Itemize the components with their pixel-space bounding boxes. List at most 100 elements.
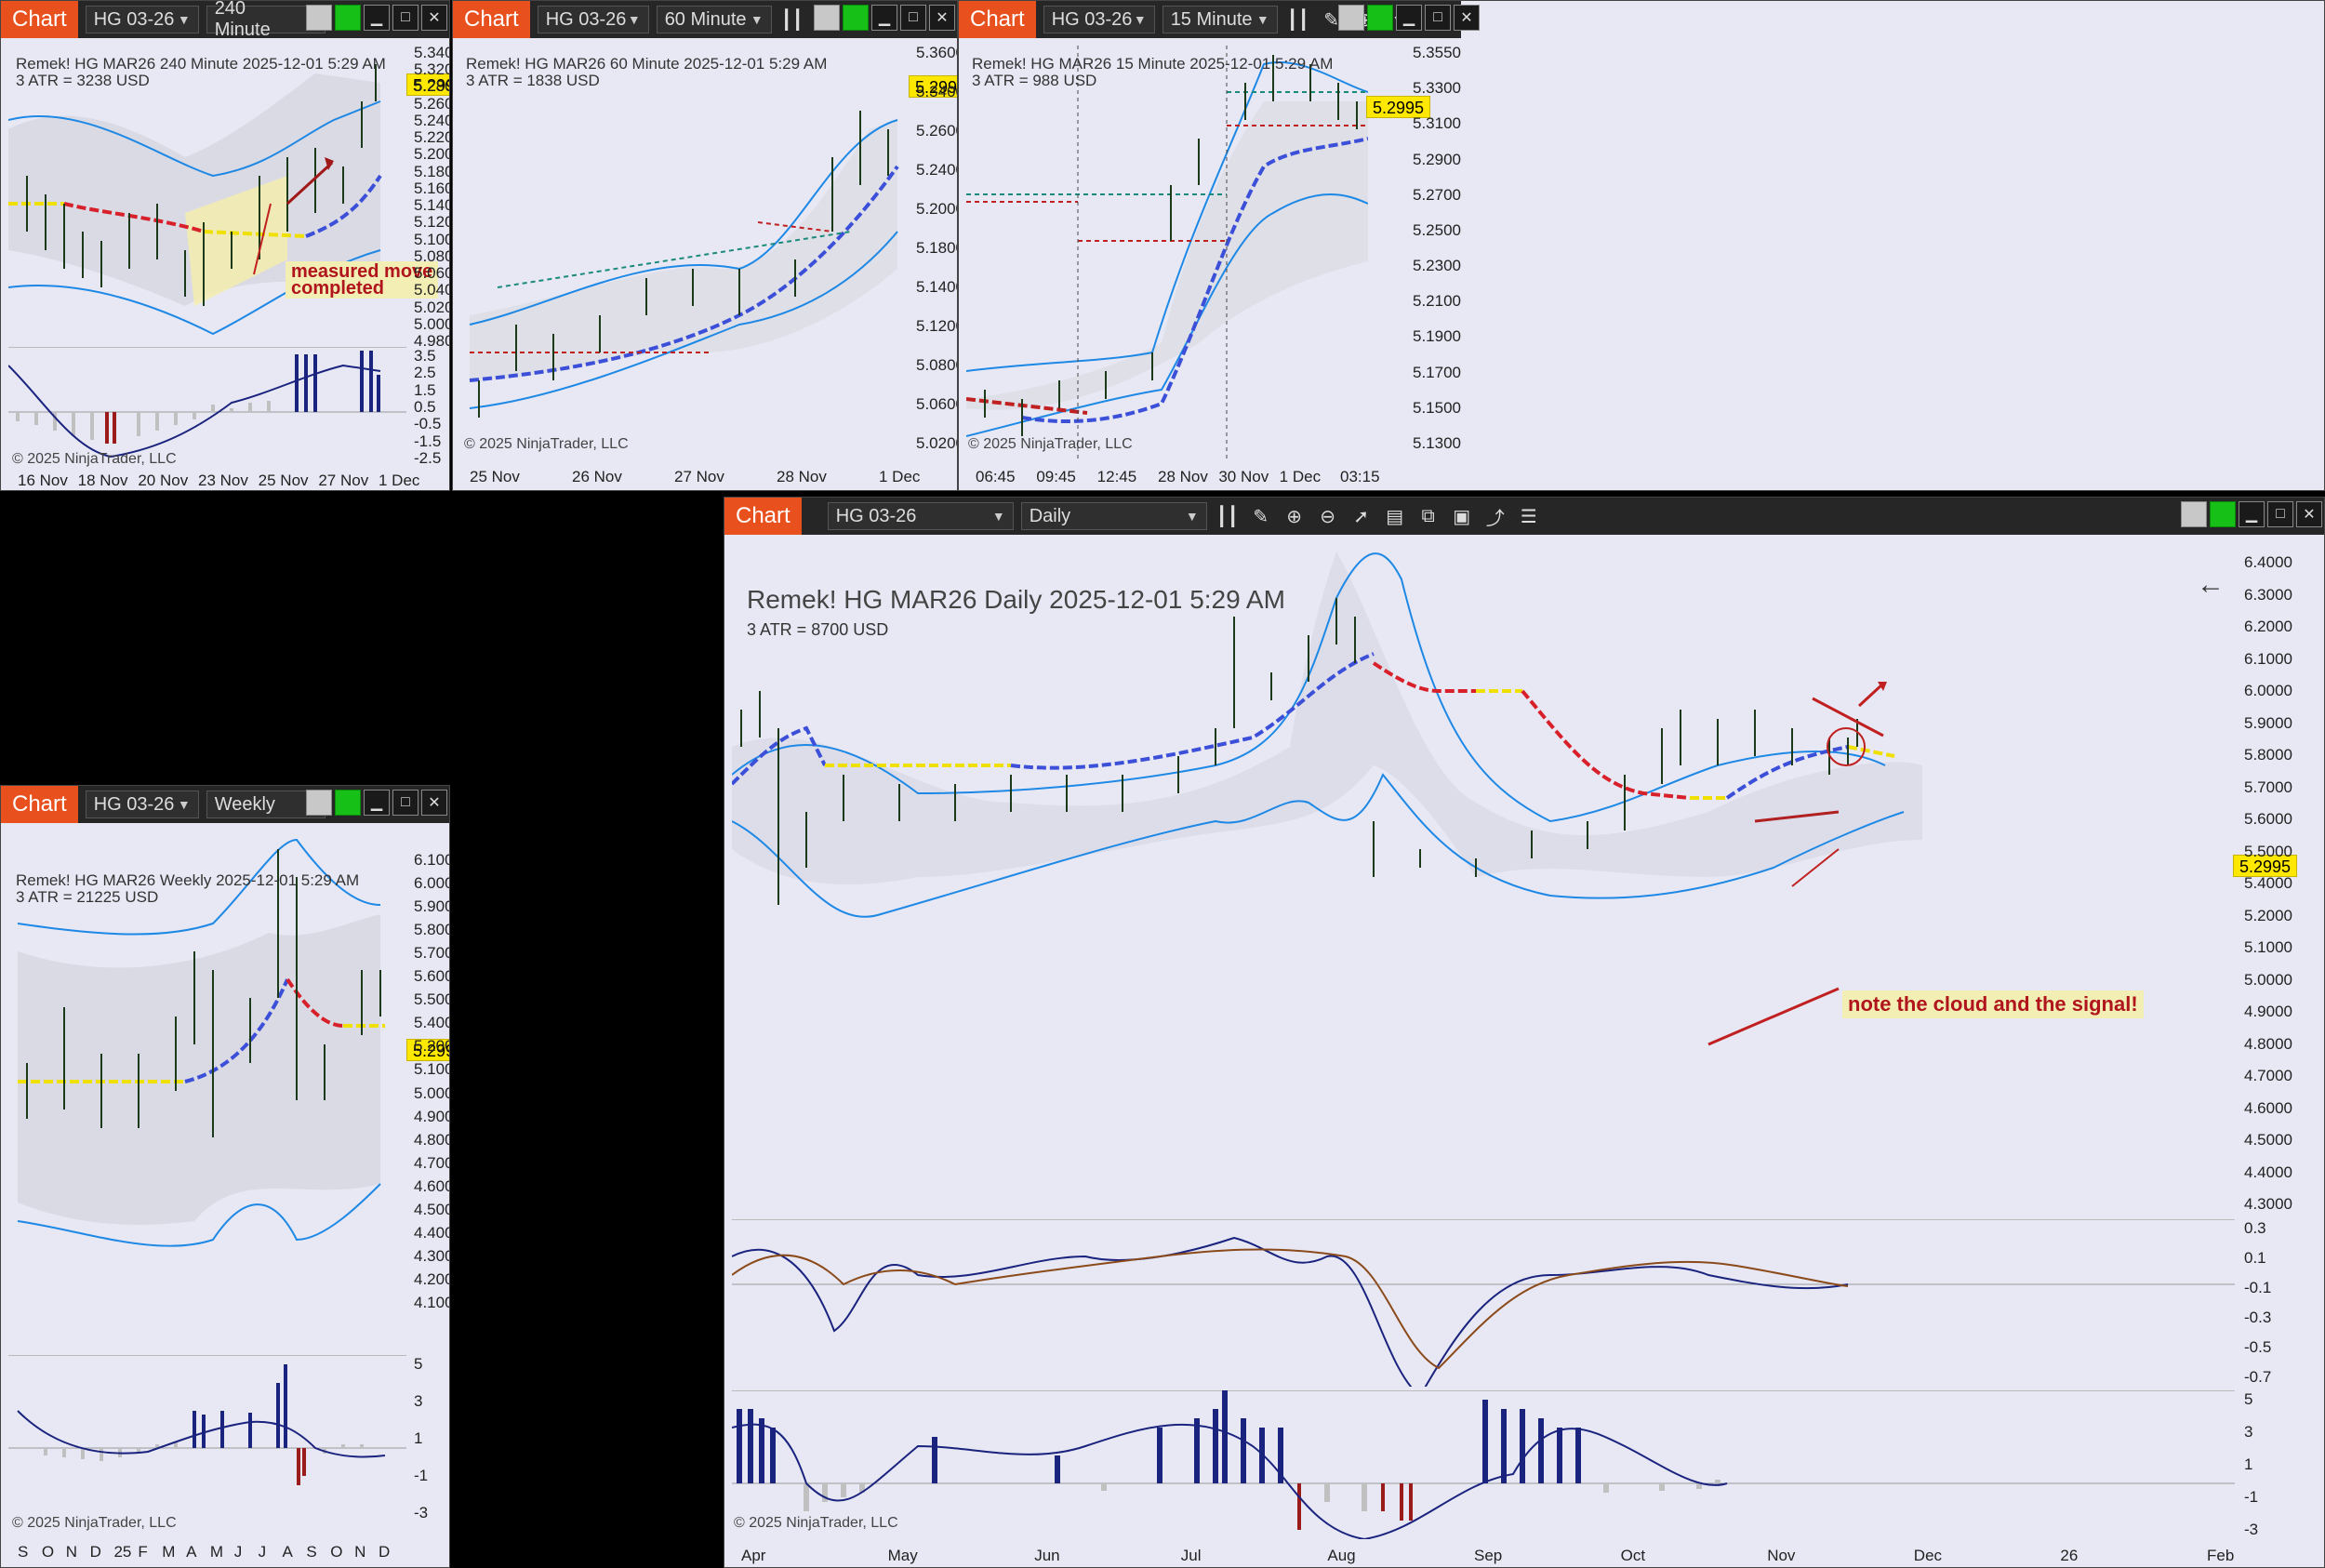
color-swatch-icon[interactable] bbox=[814, 5, 840, 31]
close-icon[interactable]: ✕ bbox=[421, 5, 447, 31]
list-icon[interactable]: ☰ bbox=[1520, 506, 1537, 527]
chart-window-60min[interactable]: Chart HG 03-26▼ 60 Minute▼ ┃┃ ✎ ⊕ ▼ ▁ □ … bbox=[452, 0, 958, 491]
zoom-in-icon[interactable]: ⊕ bbox=[1286, 506, 1303, 527]
maximize-icon[interactable]: □ bbox=[1425, 5, 1451, 31]
link-green-icon[interactable] bbox=[335, 5, 361, 31]
zoom-out-icon[interactable]: ⊖ bbox=[1320, 506, 1336, 527]
y-tick-label: 5.1900 bbox=[1413, 327, 1461, 346]
x-tick-label: Dec bbox=[1913, 1547, 1943, 1564]
instrument-select[interactable]: HG 03-26 ▼ bbox=[537, 6, 649, 33]
y-tick-label: -0.1 bbox=[2244, 1279, 2272, 1296]
y-tick-label: 5.0800 bbox=[916, 356, 957, 374]
price-flag: 5.2995 bbox=[1366, 96, 1431, 118]
y-tick-label: 5.2100 bbox=[1413, 292, 1461, 311]
y-tick-label: 5.1500 bbox=[1413, 398, 1461, 417]
data-box-icon[interactable]: ▤ bbox=[1386, 506, 1404, 527]
annotation-note: measured move completed bbox=[286, 261, 439, 299]
macd-chart-daily bbox=[732, 1236, 2235, 1387]
bar-chart-icon[interactable]: ┃┃ bbox=[780, 9, 804, 31]
x-tick-label: Nov bbox=[1767, 1547, 1796, 1564]
minimize-icon[interactable]: ▁ bbox=[364, 790, 390, 816]
template-icon[interactable]: ▣ bbox=[1453, 506, 1471, 527]
chart-title: Remek! HG MAR26 Weekly 2025-12-01 5:29 A… bbox=[16, 871, 360, 889]
link-green-icon[interactable] bbox=[1367, 5, 1393, 31]
y-tick-label: 4.3000 bbox=[414, 1246, 449, 1265]
instrument-select[interactable]: HG 03-26 ▼ bbox=[85, 791, 199, 818]
interval-value: 15 Minute bbox=[1170, 8, 1253, 30]
strategy-icon[interactable]: ⤴ bbox=[1485, 508, 1505, 529]
y-tick-label: 1 bbox=[414, 1429, 423, 1447]
interval-select[interactable]: Daily ▼ bbox=[1020, 502, 1207, 530]
y-tick-label: 5.4000 bbox=[2244, 874, 2292, 892]
instrument-select[interactable]: HG 03-26 ▼ bbox=[1043, 6, 1155, 33]
close-icon[interactable]: ✕ bbox=[421, 790, 447, 816]
y-tick-label: 5.8000 bbox=[414, 921, 449, 939]
x-tick-label: Feb bbox=[2207, 1547, 2235, 1564]
panels-icon[interactable]: ⧉ bbox=[1421, 505, 1435, 526]
chart-window-15min[interactable]: Chart HG 03-26▼ 15 Minute▼ ┃┃ ✎ ⊕ ▼ ▁ □ … bbox=[958, 0, 2325, 491]
chevron-down-icon: ▼ bbox=[1133, 12, 1147, 27]
y-tick-label: 5.1000 bbox=[2244, 938, 2292, 956]
y-tick-label: 5.1200 bbox=[916, 317, 957, 335]
y-tick-label: 5.1200 bbox=[414, 213, 449, 232]
interval-select[interactable]: 15 Minute ▼ bbox=[1162, 6, 1278, 33]
minimize-icon[interactable]: ▁ bbox=[871, 5, 897, 31]
y-tick-label: 4.6000 bbox=[414, 1176, 449, 1195]
window-controls: ▁ □ ✕ bbox=[306, 790, 447, 816]
pencil-icon[interactable]: ✎ bbox=[1253, 506, 1269, 527]
chart-tab[interactable]: Chart bbox=[453, 1, 530, 38]
y-tick-label: 5.0400 bbox=[414, 281, 449, 299]
y-tick-label: 5.2800 bbox=[414, 77, 449, 96]
x-axis: 16 Nov 18 Nov 20 Nov 23 Nov 25 Nov 27 Nov 1 De… bbox=[8, 470, 419, 490]
price-panel[interactable] bbox=[732, 542, 2235, 1212]
minimize-icon[interactable]: ▁ bbox=[1396, 5, 1422, 31]
maximize-icon[interactable]: □ bbox=[900, 5, 926, 31]
minimize-icon[interactable]: ▁ bbox=[2239, 501, 2265, 527]
color-swatch-icon[interactable] bbox=[1338, 5, 1364, 31]
bar-chart-icon[interactable]: ┃┃ bbox=[1216, 506, 1239, 527]
x-tick-label: J bbox=[233, 1543, 243, 1561]
chart-tab[interactable]: Chart bbox=[1, 786, 78, 823]
link-green-icon[interactable] bbox=[2210, 501, 2236, 527]
y-tick-label: 4.9800 bbox=[414, 332, 449, 350]
close-icon[interactable]: ✕ bbox=[929, 5, 955, 31]
chart-window-240min[interactable]: Chart HG 03-26▼ 240 Minute▼ ┃┃ ▼ ▁ □ ✕ R… bbox=[0, 0, 450, 491]
atr-label: 3 ATR = 3238 USD bbox=[16, 72, 150, 89]
chart-tab[interactable]: Chart bbox=[1, 1, 78, 38]
color-swatch-icon[interactable] bbox=[306, 790, 332, 816]
interval-select[interactable]: 60 Minute ▼ bbox=[656, 6, 772, 33]
y-tick-label: 5.1300 bbox=[1413, 434, 1461, 452]
color-swatch-icon[interactable] bbox=[2181, 501, 2207, 527]
chart-window-daily[interactable]: Chart HG 03-26 ▼ Daily ▼ ┃┃ ✎ ⊕ ⊖ ➚ ▤ ⧉ ▣ … bbox=[724, 497, 2325, 1568]
x-tick-label: Oct bbox=[1620, 1547, 1646, 1564]
minimize-icon[interactable]: ▁ bbox=[364, 5, 390, 31]
macd-panel[interactable] bbox=[732, 1219, 2235, 1387]
color-swatch-icon[interactable] bbox=[306, 5, 332, 31]
chart-tab[interactable]: Chart bbox=[959, 1, 1036, 38]
price-chart-15 bbox=[966, 46, 1368, 462]
interval-value: 240 Minute bbox=[214, 0, 271, 40]
y-tick-label: 3 bbox=[2244, 1423, 2253, 1441]
instrument-value: HG 03-26 bbox=[93, 8, 175, 30]
back-arrow-icon[interactable]: ← bbox=[2197, 569, 2225, 600]
close-icon[interactable]: ✕ bbox=[2296, 501, 2322, 527]
pencil-icon[interactable]: ✎ bbox=[1323, 9, 1340, 31]
oscillator-panel[interactable] bbox=[8, 1355, 406, 1522]
copyright: © 2025 NinjaTrader, LLC bbox=[12, 451, 177, 467]
link-green-icon[interactable] bbox=[843, 5, 869, 31]
chart-tab[interactable]: Chart bbox=[724, 498, 802, 535]
maximize-icon[interactable]: □ bbox=[392, 790, 418, 816]
close-icon[interactable]: ✕ bbox=[1454, 5, 1480, 31]
copyright: © 2025 NinjaTrader, LLC bbox=[968, 436, 1133, 452]
x-tick-label: 23 Nov bbox=[198, 472, 248, 489]
maximize-icon[interactable]: □ bbox=[392, 5, 418, 31]
chart-window-weekly[interactable]: Chart HG 03-26▼ Weekly▼ ┃┃ ▼ ▁ □ ✕ Remek… bbox=[0, 785, 450, 1568]
atr-label: 3 ATR = 1838 USD bbox=[466, 72, 600, 89]
x-tick-label: S bbox=[18, 1543, 29, 1561]
bar-chart-icon[interactable]: ┃┃ bbox=[1286, 9, 1309, 31]
maximize-icon[interactable]: □ bbox=[2267, 501, 2293, 527]
instrument-select[interactable]: HG 03-26 ▼ bbox=[85, 6, 199, 33]
link-green-icon[interactable] bbox=[335, 790, 361, 816]
pointer-icon[interactable]: ➚ bbox=[1353, 506, 1370, 527]
instrument-select[interactable]: HG 03-26 ▼ bbox=[827, 502, 1014, 530]
